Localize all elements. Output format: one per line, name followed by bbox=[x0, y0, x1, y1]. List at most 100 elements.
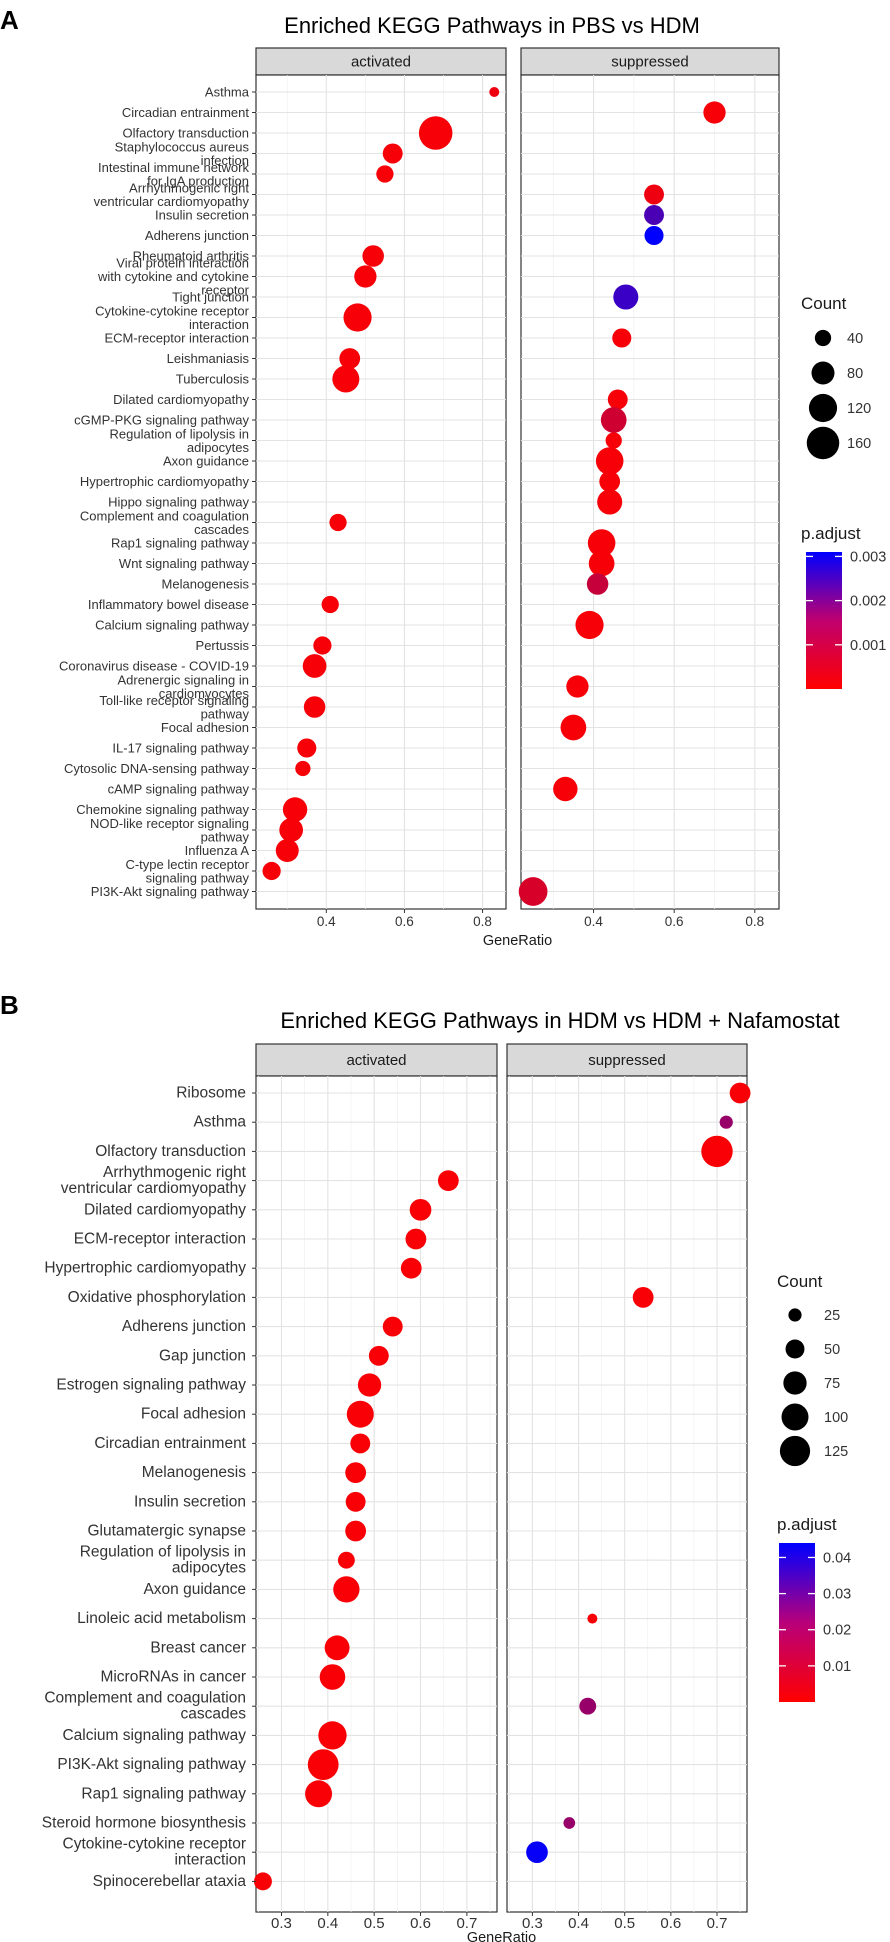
y-tick-label-circadian-entrainment: Circadian entrainment bbox=[94, 1435, 246, 1452]
y-tick-label-adherens-junction: Adherens junction bbox=[145, 228, 249, 243]
size-legend-label: 125 bbox=[824, 1444, 848, 1460]
y-tick-label-estrogen-signaling-pathway: Estrogen signaling pathway bbox=[56, 1377, 246, 1394]
y-tick-label-pertussis: Pertussis bbox=[196, 638, 250, 653]
x-tick-label: 0.4 bbox=[317, 1915, 338, 1932]
x-tick-label: 0.6 bbox=[665, 914, 684, 929]
size-legend-key bbox=[783, 1371, 807, 1395]
point-activated-axon-guidance bbox=[333, 1576, 360, 1603]
point-activated-calcium-signaling-pathway bbox=[318, 1721, 347, 1750]
size-legend-key bbox=[788, 1308, 802, 1322]
y-tick-label-axon-guidance: Axon guidance bbox=[143, 1581, 246, 1598]
facet-label-suppressed: suppressed bbox=[588, 1052, 666, 1069]
y-tick-label-cytokine-cytokine-receptor-interaction: Cytokine-cytokine receptor interaction bbox=[63, 1836, 247, 1869]
y-tick-label-oxidative-phosphorylation: Oxidative phosphorylation bbox=[68, 1289, 246, 1306]
y-tick-label-rap1-signaling-pathway: Rap1 signaling pathway bbox=[111, 536, 250, 551]
point-activated-breast-cancer bbox=[324, 1635, 350, 1661]
point-suppressed-calcium-signaling-pathway bbox=[575, 610, 604, 640]
size-legend-label: 75 bbox=[824, 1376, 840, 1392]
x-tick-label: 0.6 bbox=[395, 914, 414, 929]
panel-b-letter: B bbox=[0, 990, 19, 1020]
x-tick-label: 0.8 bbox=[745, 914, 764, 929]
facet-strip-activated bbox=[255, 1043, 498, 1077]
point-activated-cytokine-cytokine-receptor-interaction bbox=[343, 303, 372, 332]
color-legend-title: p.adjust bbox=[777, 1515, 837, 1534]
plot-area-suppressed bbox=[506, 1075, 748, 1913]
x-tick-label: 0.5 bbox=[614, 1915, 635, 1932]
size-legend-key bbox=[814, 329, 832, 347]
size-legend-label: 40 bbox=[847, 331, 863, 347]
point-suppressed-adherens-junction bbox=[644, 225, 664, 246]
point-suppressed-camp-signaling-pathway bbox=[553, 776, 578, 802]
panel-b-kegg-chart: B Enriched KEGG Pathways in HDM vs HDM + … bbox=[0, 990, 851, 1942]
y-tick-label-rap1-signaling-pathway: Rap1 signaling pathway bbox=[81, 1785, 246, 1802]
point-activated-rap1-signaling-pathway bbox=[305, 1780, 333, 1808]
panel-a-kegg-chart: A Enriched KEGG Pathways in PBS vs HDM act… bbox=[0, 5, 886, 949]
point-activated-c-type-lectin-receptor-signaling-pathway bbox=[262, 861, 281, 881]
point-suppressed-hippo-signaling-pathway bbox=[597, 489, 623, 515]
size-legend-key bbox=[811, 361, 835, 385]
y-tick-label-camp-signaling-pathway: cAMP signaling pathway bbox=[108, 782, 250, 797]
y-tick-label-nod-like-receptor-signaling-pathway: NOD-like receptor signaling pathway bbox=[90, 816, 249, 845]
y-tick-label-ecm-receptor-interaction: ECM-receptor interaction bbox=[74, 1231, 246, 1248]
y-tick-label-ecm-receptor-interaction: ECM-receptor interaction bbox=[105, 331, 250, 346]
x-tick-label: 0.3 bbox=[271, 1915, 292, 1932]
color-legend-label: 0.02 bbox=[823, 1623, 851, 1639]
y-tick-label-chemokine-signaling-pathway: Chemokine signaling pathway bbox=[76, 802, 249, 817]
size-legend-key bbox=[779, 1435, 811, 1467]
size-legend-title: Count bbox=[801, 294, 847, 313]
point-activated-pertussis bbox=[313, 636, 332, 655]
color-legend-label: 0.002 bbox=[850, 594, 886, 610]
y-tick-label-complement-and-coagulation-cascades: Complement and coagulation cascades bbox=[80, 508, 250, 537]
point-activated-tuberculosis bbox=[332, 365, 360, 393]
point-activated-spinocerebellar-ataxia bbox=[253, 1872, 272, 1891]
y-tick-label-tuberculosis: Tuberculosis bbox=[176, 372, 250, 387]
facet-label-activated: activated bbox=[346, 1052, 406, 1069]
x-tick-label: 0.7 bbox=[456, 1915, 477, 1932]
y-tick-label-focal-adhesion: Focal adhesion bbox=[161, 720, 249, 735]
color-legend-label: 0.003 bbox=[850, 549, 886, 565]
y-tick-label-calcium-signaling-pathway: Calcium signaling pathway bbox=[95, 618, 249, 633]
point-activated-insulin-secretion bbox=[345, 1491, 366, 1512]
x-tick-label: 0.4 bbox=[584, 914, 603, 929]
point-suppressed-insulin-secretion bbox=[644, 205, 664, 225]
point-activated-hypertrophic-cardiomyopathy bbox=[400, 1257, 422, 1279]
point-suppressed-focal-adhesion bbox=[560, 714, 587, 741]
y-tick-label-hypertrophic-cardiomyopathy: Hypertrophic cardiomyopathy bbox=[44, 1260, 246, 1277]
facet-strip-suppressed bbox=[506, 1043, 748, 1077]
facet-strip-activated bbox=[255, 47, 507, 76]
y-tick-label-intestinal-immune-network-for-iga-production: Intestinal immune network for IgA product… bbox=[98, 160, 250, 189]
point-suppressed-rap1-signaling-pathway bbox=[587, 529, 616, 557]
point-suppressed-cytokine-cytokine-receptor-interaction bbox=[526, 1841, 548, 1864]
panel-a-title: Enriched KEGG Pathways in PBS vs HDM bbox=[284, 13, 700, 38]
y-tick-label-wnt-signaling-pathway: Wnt signaling pathway bbox=[119, 556, 250, 571]
point-activated-olfactory-transduction bbox=[418, 116, 453, 150]
point-activated-intestinal-immune-network-for-iga-production bbox=[376, 165, 394, 183]
point-suppressed-dilated-cardiomyopathy bbox=[607, 389, 628, 410]
y-tick-label-leishmaniasis: Leishmaniasis bbox=[167, 351, 250, 366]
point-suppressed-asthma bbox=[719, 1115, 733, 1129]
point-activated-chemokine-signaling-pathway bbox=[282, 797, 308, 822]
x-tick-label: 0.3 bbox=[522, 1915, 543, 1932]
size-legend-key bbox=[781, 1403, 809, 1431]
y-tick-label-circadian-entrainment: Circadian entrainment bbox=[122, 105, 250, 120]
point-suppressed-wnt-signaling-pathway bbox=[588, 550, 615, 577]
y-tick-label-pi3k-akt-signaling-pathway: PI3K-Akt signaling pathway bbox=[57, 1756, 246, 1773]
size-legend-key bbox=[785, 1339, 805, 1359]
size-legend-label: 25 bbox=[824, 1308, 840, 1324]
point-suppressed-cgmp-pkg-signaling-pathway bbox=[600, 407, 627, 433]
size-legend-label: 120 bbox=[847, 401, 871, 417]
point-activated-toll-like-receptor-signaling-pathway bbox=[303, 696, 326, 718]
panel-a-letter: A bbox=[0, 5, 19, 35]
color-legend-label: 0.001 bbox=[850, 638, 886, 654]
point-activated-glutamatergic-synapse bbox=[345, 1520, 367, 1542]
point-suppressed-circadian-entrainment bbox=[703, 101, 726, 124]
y-tick-label-focal-adhesion: Focal adhesion bbox=[141, 1406, 246, 1423]
y-tick-label-linoleic-acid-metabolism: Linoleic acid metabolism bbox=[77, 1610, 246, 1627]
y-tick-label-glutamatergic-synapse: Glutamatergic synapse bbox=[87, 1523, 246, 1540]
point-suppressed-complement-and-coagulation-cascades bbox=[579, 1697, 597, 1715]
y-tick-label-viral-protein-interaction-with-cytokine-and-cytokine-receptor: Viral protein interaction with cytokine a… bbox=[97, 256, 250, 298]
point-activated-rheumatoid-arthritis bbox=[362, 245, 384, 267]
point-suppressed-ribosome bbox=[729, 1082, 751, 1104]
point-activated-focal-adhesion bbox=[346, 1400, 374, 1428]
y-tick-label-coronavirus-disease-covid-19: Coronavirus disease - COVID-19 bbox=[59, 659, 249, 674]
